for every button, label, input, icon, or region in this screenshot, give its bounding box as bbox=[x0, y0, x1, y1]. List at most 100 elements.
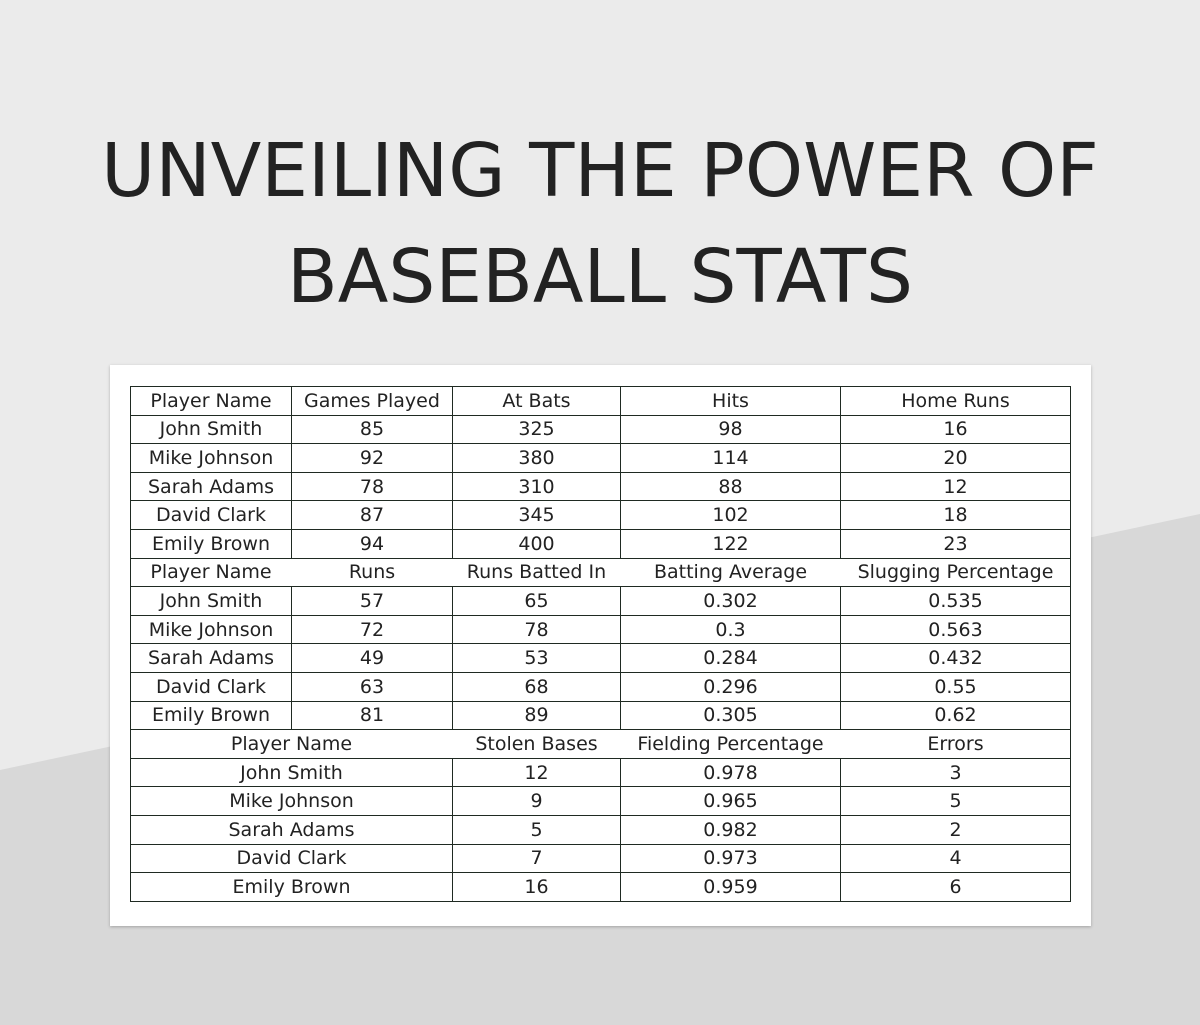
table-cell: 57 bbox=[291, 586, 453, 616]
column-header-cell: Stolen Bases bbox=[452, 729, 621, 759]
table-row: Emily Brown 81 89 0.305 0.62 bbox=[130, 700, 1071, 731]
table-cell: 5 bbox=[840, 786, 1071, 816]
table-cell: 16 bbox=[452, 872, 621, 902]
table-cell: 2 bbox=[840, 814, 1071, 845]
table-cell: 0.55 bbox=[840, 671, 1071, 702]
table-cell: 0.563 bbox=[840, 614, 1071, 645]
column-header-cell: Runs Batted In bbox=[452, 557, 621, 588]
title-line-2: BASEBALL STATS bbox=[287, 234, 913, 320]
table-row: Sarah Adams 49 53 0.284 0.432 bbox=[130, 643, 1071, 673]
table-cell: 0.296 bbox=[620, 671, 841, 702]
column-header-cell: Runs bbox=[291, 557, 453, 588]
table-cell: Sarah Adams bbox=[130, 471, 292, 502]
header-row: Player Name Runs Runs Batted In Batting Ave… bbox=[130, 557, 1071, 588]
table-cell: John Smith bbox=[130, 414, 292, 445]
column-header-cell: Player Name bbox=[130, 729, 453, 759]
table-row: Sarah Adams 78 310 88 12 bbox=[130, 471, 1071, 502]
table-row: Mike Johnson 72 78 0.3 0.563 bbox=[130, 614, 1071, 645]
table-cell: 0.284 bbox=[620, 643, 841, 673]
table-row: David Clark 7 0.973 4 bbox=[130, 843, 1071, 874]
table-row: Mike Johnson 9 0.965 5 bbox=[130, 786, 1071, 816]
table-row: Emily Brown 16 0.959 6 bbox=[130, 872, 1071, 902]
column-header-cell: Home Runs bbox=[840, 386, 1071, 416]
table-cell: 380 bbox=[452, 443, 621, 473]
table-cell: John Smith bbox=[130, 757, 453, 788]
stats-table: Player Name Games Played At Bats Hits Home R… bbox=[130, 386, 1071, 902]
table-cell: Mike Johnson bbox=[130, 614, 292, 645]
table-cell: 3 bbox=[840, 757, 1071, 788]
table-cell: 12 bbox=[452, 757, 621, 788]
table-cell: 0.3 bbox=[620, 614, 841, 645]
table-row: John Smith 85 325 98 16 bbox=[130, 414, 1071, 445]
table-cell: 0.982 bbox=[620, 814, 841, 845]
table-cell: Emily Brown bbox=[130, 872, 453, 902]
table-cell: 16 bbox=[840, 414, 1071, 445]
column-header-cell: Games Played bbox=[291, 386, 453, 416]
table-cell: 49 bbox=[291, 643, 453, 673]
title-line-1: UNVEILING THE POWER OF bbox=[101, 128, 1099, 214]
table-cell: 63 bbox=[291, 671, 453, 702]
table-cell: 0.973 bbox=[620, 843, 841, 874]
table-cell: Sarah Adams bbox=[130, 814, 453, 845]
table-cell: Emily Brown bbox=[130, 528, 292, 559]
table-cell: 0.959 bbox=[620, 872, 841, 902]
table-cell: 12 bbox=[840, 471, 1071, 502]
header-row: Player Name Stolen Bases Fielding Percenta… bbox=[130, 729, 1071, 759]
table-cell: 98 bbox=[620, 414, 841, 445]
column-header-cell: Player Name bbox=[130, 386, 292, 416]
table-cell: 7 bbox=[452, 843, 621, 874]
table-row: David Clark 63 68 0.296 0.55 bbox=[130, 671, 1071, 702]
table-cell: 53 bbox=[452, 643, 621, 673]
table-cell: 94 bbox=[291, 528, 453, 559]
table-cell: 72 bbox=[291, 614, 453, 645]
table-cell: 122 bbox=[620, 528, 841, 559]
table-cell: 5 bbox=[452, 814, 621, 845]
table-cell: David Clark bbox=[130, 671, 292, 702]
table-cell: 400 bbox=[452, 528, 621, 559]
table-cell: Mike Johnson bbox=[130, 443, 292, 473]
table-cell: 65 bbox=[452, 586, 621, 616]
table-row: Sarah Adams 5 0.982 2 bbox=[130, 814, 1071, 845]
column-header-cell: Fielding Percentage bbox=[620, 729, 841, 759]
table-cell: John Smith bbox=[130, 586, 292, 616]
table-cell: 20 bbox=[840, 443, 1071, 473]
column-header-cell: Hits bbox=[620, 386, 841, 416]
table-cell: 78 bbox=[452, 614, 621, 645]
table-cell: 102 bbox=[620, 500, 841, 530]
table-cell: 325 bbox=[452, 414, 621, 445]
table-cell: 89 bbox=[452, 700, 621, 731]
table-cell: 4 bbox=[840, 843, 1071, 874]
table-cell: 81 bbox=[291, 700, 453, 731]
page-title: UNVEILING THE POWER OF BASEBALL STATS bbox=[0, 118, 1200, 330]
table-cell: 9 bbox=[452, 786, 621, 816]
table-row: John Smith 12 0.978 3 bbox=[130, 757, 1071, 788]
table-cell: 0.965 bbox=[620, 786, 841, 816]
table-row: John Smith 57 65 0.302 0.535 bbox=[130, 586, 1071, 616]
column-header-cell: Errors bbox=[840, 729, 1071, 759]
spreadsheet-card: Player Name Games Played At Bats Hits Home R… bbox=[110, 365, 1091, 926]
table-cell: David Clark bbox=[130, 843, 453, 874]
table-cell: 6 bbox=[840, 872, 1071, 902]
table-cell: Emily Brown bbox=[130, 700, 292, 731]
table-cell: 68 bbox=[452, 671, 621, 702]
table-cell: 310 bbox=[452, 471, 621, 502]
table-cell: 0.535 bbox=[840, 586, 1071, 616]
table-row: Mike Johnson 92 380 114 20 bbox=[130, 443, 1071, 473]
table-cell: 0.305 bbox=[620, 700, 841, 731]
table-row: David Clark 87 345 102 18 bbox=[130, 500, 1071, 530]
table-cell: 92 bbox=[291, 443, 453, 473]
table-cell: 78 bbox=[291, 471, 453, 502]
table-row: Emily Brown 94 400 122 23 bbox=[130, 528, 1071, 559]
table-cell: 0.302 bbox=[620, 586, 841, 616]
header-row: Player Name Games Played At Bats Hits Home R… bbox=[130, 386, 1071, 416]
table-cell: 18 bbox=[840, 500, 1071, 530]
table-cell: 0.432 bbox=[840, 643, 1071, 673]
table-cell: David Clark bbox=[130, 500, 292, 530]
table-cell: 345 bbox=[452, 500, 621, 530]
table-cell: 88 bbox=[620, 471, 841, 502]
table-cell: 23 bbox=[840, 528, 1071, 559]
table-cell: 0.978 bbox=[620, 757, 841, 788]
table-cell: 114 bbox=[620, 443, 841, 473]
table-cell: 87 bbox=[291, 500, 453, 530]
column-header-cell: At Bats bbox=[452, 386, 621, 416]
